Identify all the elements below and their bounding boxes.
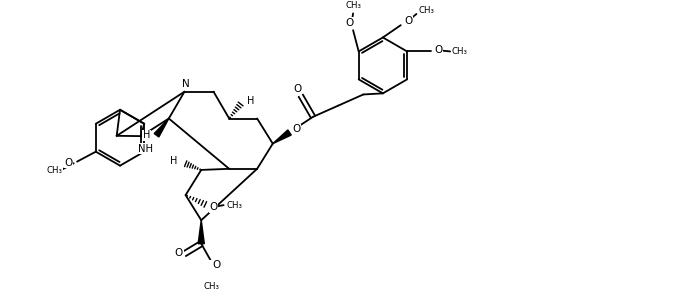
Text: H: H [143, 130, 150, 140]
Text: H: H [247, 96, 254, 105]
Text: CH₃: CH₃ [203, 282, 219, 289]
Polygon shape [198, 220, 204, 244]
Text: O: O [210, 202, 218, 212]
Text: CH₃: CH₃ [345, 1, 361, 10]
Text: O: O [292, 124, 300, 134]
Text: O: O [404, 16, 413, 26]
Text: O: O [213, 260, 221, 270]
Text: CH₃: CH₃ [418, 6, 435, 15]
Text: CH₃: CH₃ [226, 201, 243, 210]
Text: O: O [175, 248, 183, 258]
Text: NH: NH [138, 144, 153, 154]
Text: N: N [182, 79, 189, 89]
Polygon shape [154, 118, 169, 137]
Text: O: O [434, 45, 443, 55]
Text: O: O [294, 84, 302, 94]
Text: CH₃: CH₃ [452, 47, 468, 56]
Text: CH₃: CH₃ [47, 166, 62, 175]
Polygon shape [273, 130, 291, 144]
Text: O: O [64, 158, 73, 168]
Text: H: H [170, 156, 177, 166]
Text: O: O [345, 18, 354, 28]
